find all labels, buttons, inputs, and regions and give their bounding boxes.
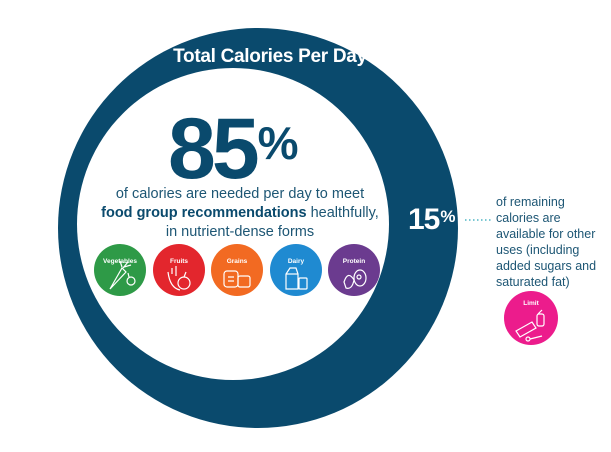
- description-line-2-rest: healthfully,: [306, 205, 379, 221]
- remaining-percent-value: 15: [408, 203, 440, 236]
- food-group-grains: [211, 244, 263, 296]
- grains-label: Grains: [226, 258, 248, 265]
- vegetables-icon: [109, 260, 136, 290]
- main-percent-sign: %: [257, 117, 299, 169]
- main-description: of calories are needed per day to meet f…: [90, 185, 390, 242]
- dairy-label: Dairy: [287, 258, 305, 265]
- vegetables-label: Vegetables: [103, 258, 137, 265]
- grains-icon: [223, 270, 251, 288]
- limit-label: Limit: [523, 300, 539, 307]
- description-bold: food group recommendations: [101, 205, 307, 221]
- food-group-circle: [77, 68, 389, 380]
- fruits-icon: [167, 266, 191, 291]
- limit-icon: [515, 309, 545, 342]
- protein-label: Protein: [342, 258, 366, 265]
- food-group-vegetables: [94, 244, 146, 296]
- main-percentage: 85%: [168, 106, 318, 192]
- remaining-description: of remaining calories are available for …: [496, 195, 597, 289]
- main-percent-value: 85: [168, 101, 260, 197]
- dairy-icon: [285, 267, 308, 290]
- food-group-dairy: [270, 244, 322, 296]
- food-group-fruits: [153, 244, 205, 296]
- food-group-protein: [328, 244, 380, 296]
- fruits-label: Fruits: [169, 258, 189, 265]
- remaining-percentage: 15%: [408, 203, 456, 237]
- description-line-1: of calories are needed per day to meet: [115, 186, 365, 202]
- description-line-2: food group recommendations healthfully,: [90, 204, 390, 223]
- limit-badge: [504, 291, 558, 345]
- description-line-3: in nutrient-dense forms: [165, 224, 315, 240]
- chart-title: Total Calories Per Day: [173, 46, 367, 67]
- remaining-percent-sign: %: [440, 207, 456, 226]
- protein-icon: [343, 269, 367, 289]
